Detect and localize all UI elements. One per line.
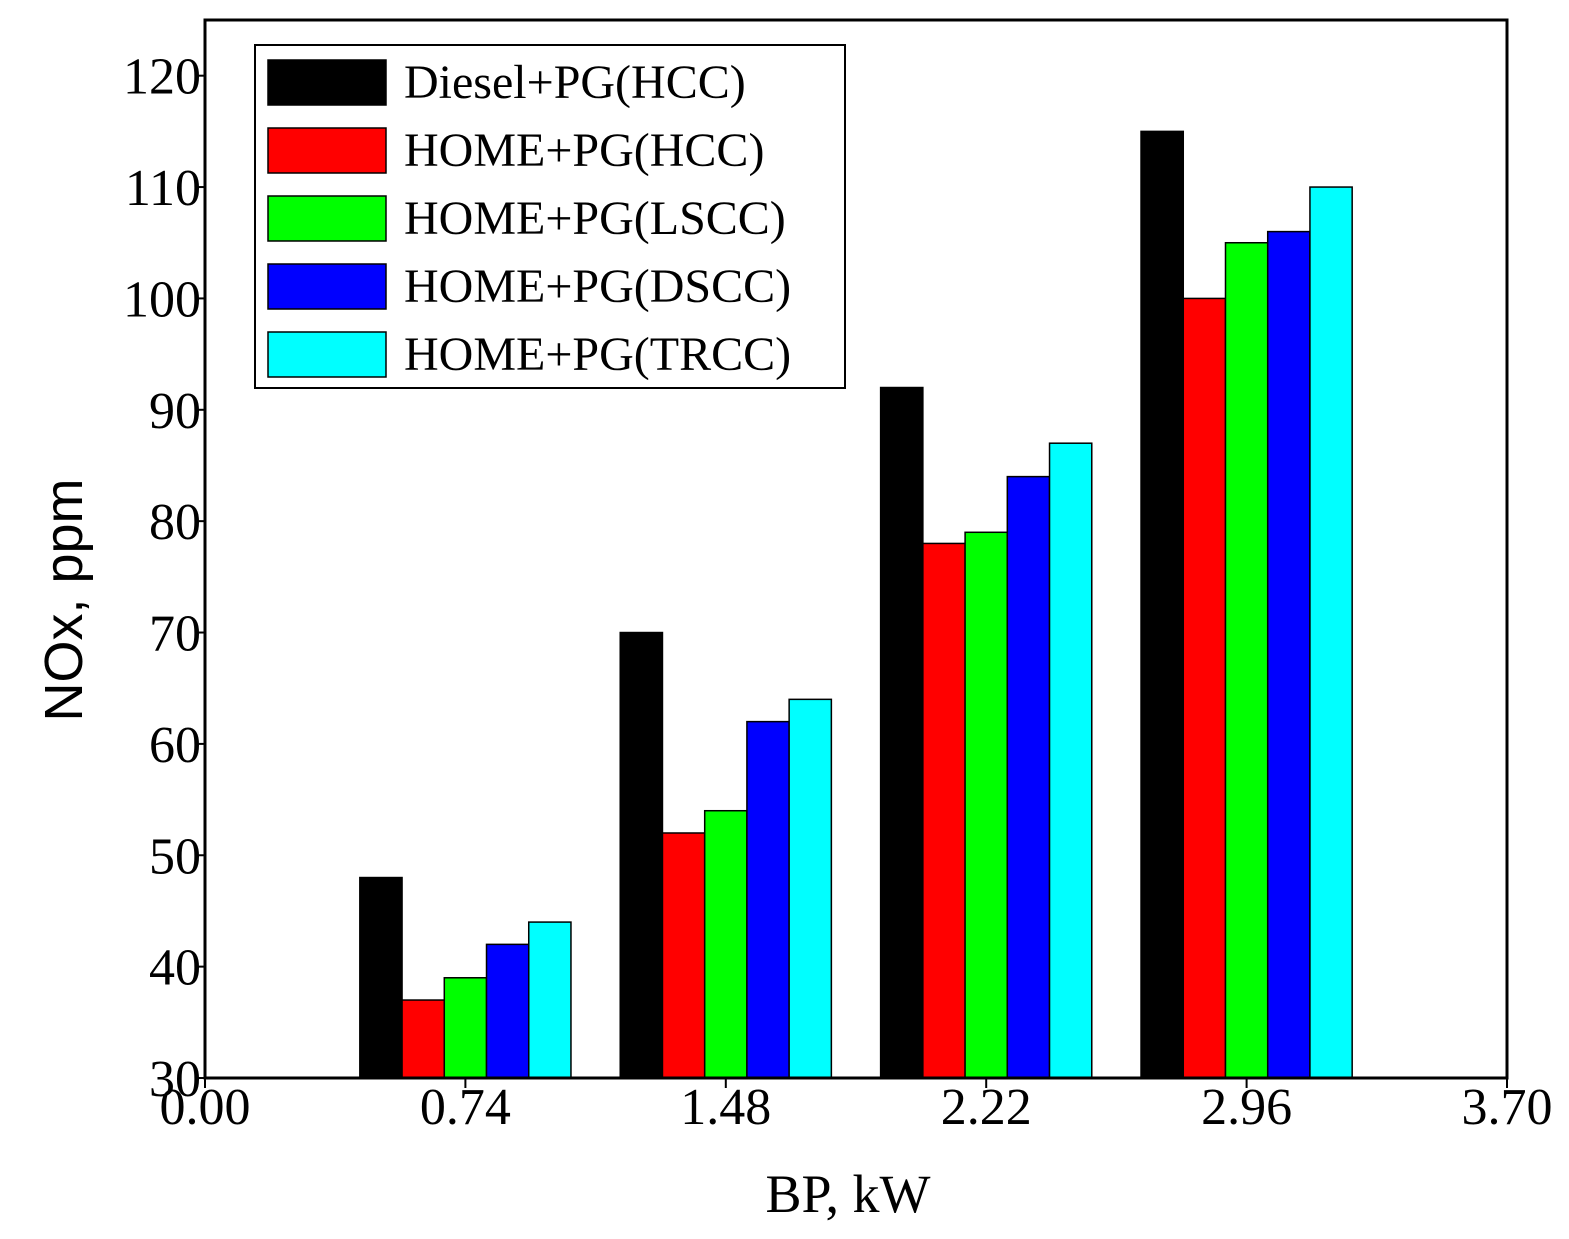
- bar-home-pg-trcc-0.74: [527, 921, 572, 1079]
- bar-home-pg-lscc-2.22: [964, 531, 1009, 1079]
- legend-label-home-pg-dscc: HOME+PG(DSCC): [404, 260, 791, 313]
- legend-label-diesel-pg-hcc: Diesel+PG(HCC): [404, 56, 746, 109]
- bar-home-pg-trcc-2.96: [1309, 186, 1353, 1079]
- bar-home-pg-dscc-2.96: [1266, 230, 1311, 1079]
- y-tick-label: 60: [149, 717, 201, 774]
- legend-swatch-diesel-pg-hcc: [267, 59, 387, 106]
- y-tick-label: 100: [123, 271, 201, 328]
- legend-label-home-pg-trcc: HOME+PG(TRCC): [404, 328, 791, 381]
- legend-swatch-home-pg-lscc: [267, 195, 387, 242]
- bar-diesel-pg-hcc-2.22: [879, 386, 924, 1079]
- bar-home-pg-trcc-2.22: [1048, 442, 1093, 1079]
- x-axis-title: BP, kW: [765, 1164, 930, 1224]
- bar-home-pg-dscc-1.48: [746, 720, 790, 1079]
- y-tick-label: 50: [149, 828, 201, 885]
- bar-home-pg-hcc-0.74: [401, 999, 446, 1079]
- y-tick-label: 30: [149, 1051, 201, 1108]
- bar-diesel-pg-hcc-2.96: [1140, 130, 1185, 1079]
- y-tick-label: 120: [123, 49, 201, 106]
- bar-home-pg-lscc-1.48: [703, 809, 748, 1079]
- y-tick-label: 90: [149, 383, 201, 440]
- axis-ticks: 30 40 50 60 70 80 90 100 110 120 0.00 0.74 1.48 2.22 2…: [123, 49, 1553, 1136]
- bar-home-pg-trcc-1.48: [788, 698, 833, 1079]
- bars-group: [359, 130, 1353, 1079]
- legend-swatch-home-pg-dscc: [267, 263, 387, 310]
- x-tick-label: 3.70: [1462, 1079, 1553, 1136]
- bar-home-pg-hcc-2.96: [1182, 297, 1227, 1079]
- legend-label-home-pg-lscc: HOME+PG(LSCC): [404, 192, 786, 245]
- x-tick-label: 0.74: [420, 1079, 511, 1136]
- x-tick-label: 1.48: [680, 1079, 771, 1136]
- x-tick-label: 0.00: [160, 1079, 251, 1136]
- y-axis-title: NOx, ppm: [34, 478, 94, 721]
- bar-home-pg-lscc-2.96: [1224, 241, 1269, 1079]
- bar-home-pg-dscc-2.22: [1006, 475, 1051, 1079]
- y-tick-label: 70: [149, 606, 201, 663]
- legend-label-home-pg-hcc: HOME+PG(HCC): [404, 124, 764, 177]
- y-tick-label: 80: [149, 494, 201, 551]
- legend-swatch-home-pg-hcc: [267, 127, 387, 174]
- bar-diesel-pg-hcc-1.48: [619, 631, 664, 1079]
- legend-swatch-home-pg-trcc: [267, 331, 387, 378]
- bar-home-pg-hcc-2.22: [922, 542, 966, 1079]
- legend: Diesel+PG(HCC) HOME+PG(HCC) HOME+PG(LSCC) H…: [254, 44, 846, 389]
- bar-home-pg-lscc-0.74: [443, 977, 488, 1079]
- plot-frame: [203, 18, 1509, 1080]
- bar-home-pg-dscc-0.74: [485, 943, 530, 1079]
- x-tick-label: 2.96: [1201, 1079, 1292, 1136]
- bar-home-pg-hcc-1.48: [661, 832, 706, 1079]
- x-tick-label: 2.22: [941, 1079, 1032, 1136]
- y-tick-label: 40: [149, 940, 201, 997]
- y-tick-label: 110: [125, 160, 201, 217]
- bar-diesel-pg-hcc-0.74: [359, 876, 403, 1079]
